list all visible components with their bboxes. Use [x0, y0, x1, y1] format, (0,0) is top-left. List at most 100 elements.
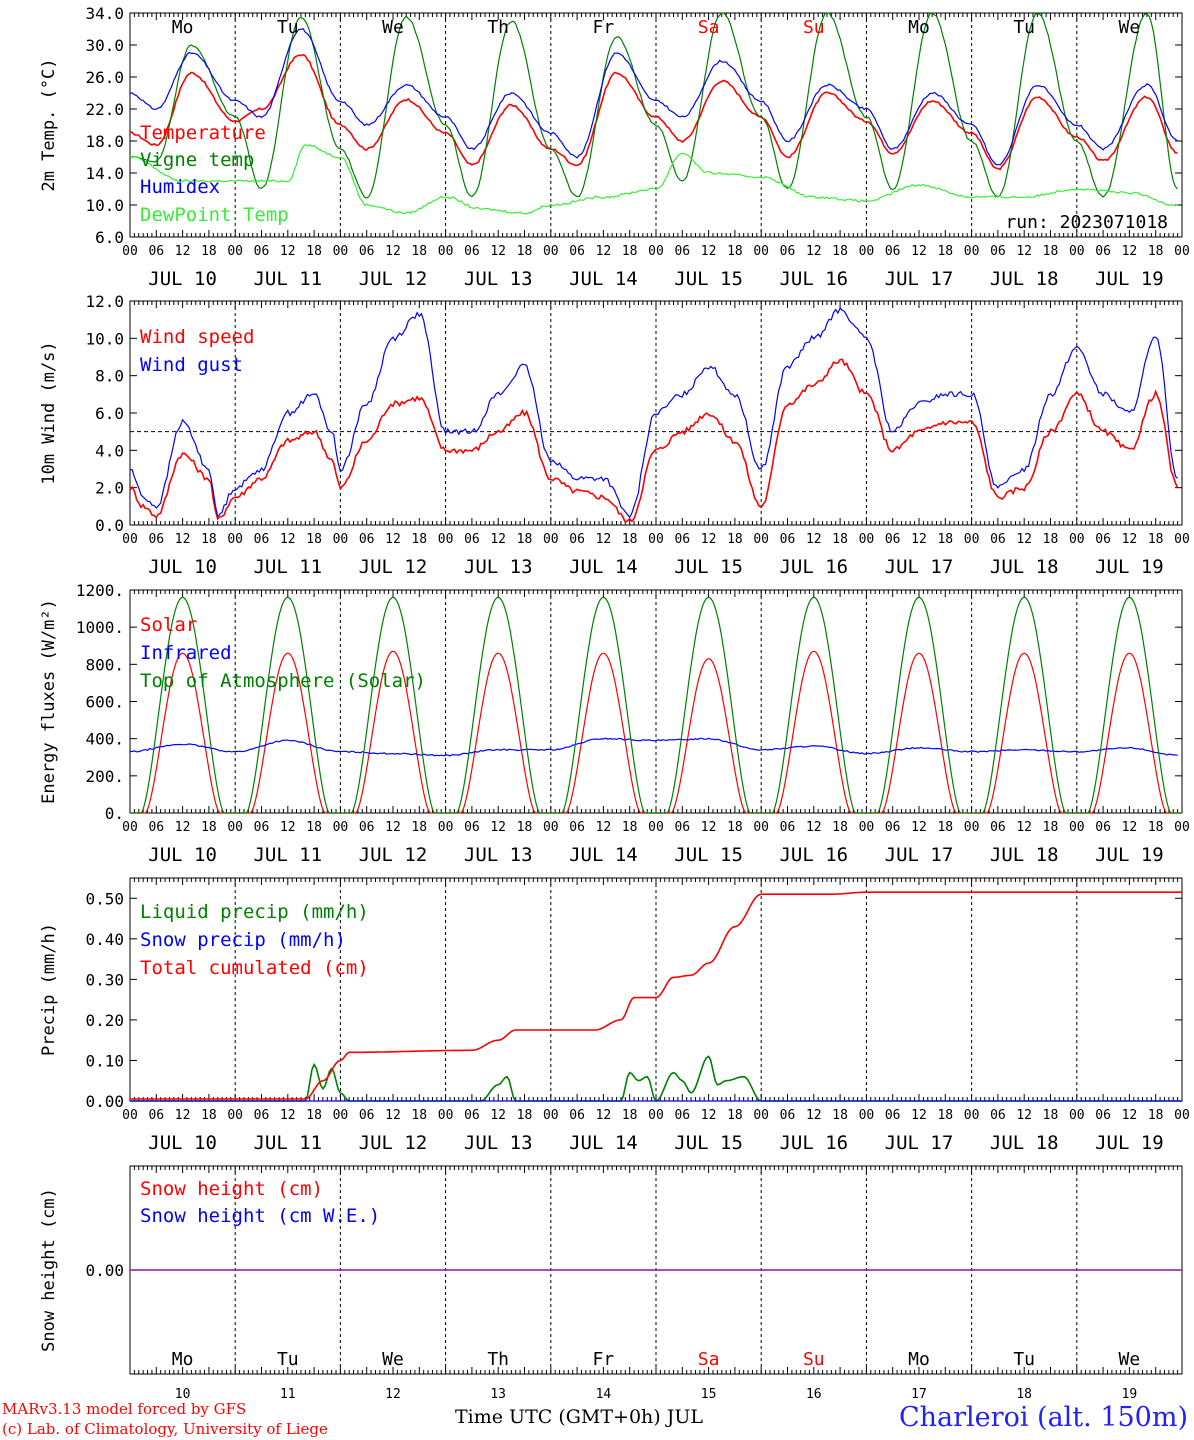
hour-tick-label: 12	[596, 820, 612, 835]
hour-tick-label: 00	[859, 532, 875, 547]
hour-tick-label: 18	[201, 244, 217, 259]
day-number-label: 11	[280, 1387, 296, 1402]
date-label: JUL 11	[253, 844, 322, 866]
date-label: JUL 18	[990, 1132, 1059, 1154]
day-number-label: 14	[596, 1387, 612, 1402]
weekday-label-bottom: Th	[487, 1349, 509, 1370]
day-number-label: 15	[701, 1387, 717, 1402]
date-label: JUL 13	[464, 268, 533, 290]
date-label: JUL 10	[148, 1132, 217, 1154]
hour-tick-label: 18	[517, 1108, 533, 1123]
hour-tick-label: 12	[701, 244, 717, 259]
weekday-label-bottom: Tu	[1013, 1349, 1035, 1370]
hour-tick-label: 12	[806, 532, 822, 547]
panel-2: 12.0 10.0 8.0 6.0 4.0 2.0 0.0 10m Wind (m/s) Win…	[39, 292, 1190, 578]
hour-tick-label: 12	[175, 532, 191, 547]
date-label: JUL 12	[359, 556, 428, 578]
hour-tick-label: 18	[201, 820, 217, 835]
legend-entry: Liquid precip (mm/h)	[140, 901, 369, 923]
hour-tick-label: 18	[832, 532, 848, 547]
hour-tick-label: 06	[780, 244, 796, 259]
hour-tick-label: 18	[1148, 1108, 1164, 1123]
y-tick-label: 8.0	[95, 367, 124, 386]
hour-tick-label: 06	[464, 820, 480, 835]
date-label: JUL 17	[885, 844, 954, 866]
hour-tick-label: 18	[1043, 532, 1059, 547]
hour-tick-label: 12	[385, 1108, 401, 1123]
hour-tick-label: 12	[1122, 532, 1138, 547]
hour-tick-label: 18	[1043, 1108, 1059, 1123]
hour-tick-label: 00	[964, 820, 980, 835]
hour-tick-label: 06	[990, 532, 1006, 547]
hour-tick-label: 00	[859, 244, 875, 259]
date-label: JUL 16	[779, 268, 848, 290]
weekday-label-bottom: We	[382, 1349, 404, 1370]
hour-tick-label: 00	[333, 820, 349, 835]
weekday-label-bottom: Fr	[593, 1349, 615, 1370]
day-number-label: 16	[806, 1387, 822, 1402]
hour-tick-label: 18	[411, 532, 427, 547]
hour-tick-label: 00	[859, 1108, 875, 1123]
hour-tick-label: 00	[753, 1108, 769, 1123]
y-tick-label: 0.	[105, 804, 124, 823]
hour-tick-label: 18	[306, 820, 322, 835]
hour-tick-label: 00	[227, 1108, 243, 1123]
legend-entry: Temperature	[140, 122, 266, 144]
hour-tick-label: 18	[1148, 244, 1164, 259]
hour-tick-label: 00	[859, 820, 875, 835]
day-number-label: 18	[1016, 1387, 1032, 1402]
hour-tick-label: 06	[254, 820, 270, 835]
date-label: JUL 16	[779, 844, 848, 866]
hour-tick-label: 06	[885, 820, 901, 835]
y-tick-label: 0.30	[85, 970, 124, 989]
hour-tick-label: 00	[122, 532, 138, 547]
weekday-label-bottom: Sa	[698, 1349, 720, 1370]
hour-tick-label: 00	[438, 532, 454, 547]
hour-tick-label: 06	[359, 244, 375, 259]
hour-tick-label: 06	[674, 532, 690, 547]
hour-tick-label: 12	[806, 1108, 822, 1123]
hour-tick-label: 00	[1069, 1108, 1085, 1123]
date-label: JUL 12	[359, 268, 428, 290]
hour-tick-label: 18	[832, 244, 848, 259]
hour-tick-label: 00	[438, 820, 454, 835]
hour-tick-label: 12	[701, 532, 717, 547]
hour-tick-label: 00	[1069, 532, 1085, 547]
y-tick-label: 1200.	[76, 581, 124, 600]
hour-tick-label: 00	[543, 532, 559, 547]
date-label: JUL 10	[148, 556, 217, 578]
hour-tick-label: 00	[964, 244, 980, 259]
series-line-2	[130, 737, 1178, 757]
hour-tick-label: 18	[832, 1108, 848, 1123]
station-name: Charleroi (alt. 150m)	[899, 1402, 1188, 1433]
hour-tick-label: 18	[937, 244, 953, 259]
y-tick-label: 0.0	[95, 516, 124, 535]
hour-tick-label: 18	[201, 532, 217, 547]
hour-tick-label: 00	[543, 1108, 559, 1123]
hour-tick-label: 12	[1122, 244, 1138, 259]
hour-tick-label: 06	[885, 532, 901, 547]
hour-tick-label: 00	[1174, 244, 1190, 259]
date-label: JUL 15	[674, 268, 743, 290]
hour-tick-label: 12	[490, 1108, 506, 1123]
hour-tick-label: 00	[122, 244, 138, 259]
hour-tick-label: 12	[385, 820, 401, 835]
hour-tick-label: 06	[464, 244, 480, 259]
y-axis-label: Energy fluxes (W/m²)	[39, 599, 59, 804]
series-line-2	[129, 306, 1179, 519]
hour-tick-label: 00	[227, 820, 243, 835]
weekday-label-bottom: Su	[803, 1349, 825, 1370]
date-label: JUL 16	[779, 556, 848, 578]
hour-tick-label: 12	[280, 820, 296, 835]
hour-tick-label: 00	[1069, 820, 1085, 835]
legend-entry: Infrared	[140, 642, 232, 664]
panel-3: 1200. 1000. 800. 600. 400. 200. 0. Energy fluxe…	[39, 581, 1190, 866]
date-label: JUL 10	[148, 268, 217, 290]
hour-tick-label: 06	[885, 1108, 901, 1123]
hour-tick-label: 12	[490, 532, 506, 547]
hour-tick-label: 00	[1069, 244, 1085, 259]
panel-5: 0.00 Snow height (cm) Snow height (cm) Snow…	[39, 1165, 1183, 1375]
date-label: JUL 18	[990, 844, 1059, 866]
date-label: JUL 18	[990, 556, 1059, 578]
hour-tick-label: 06	[359, 532, 375, 547]
